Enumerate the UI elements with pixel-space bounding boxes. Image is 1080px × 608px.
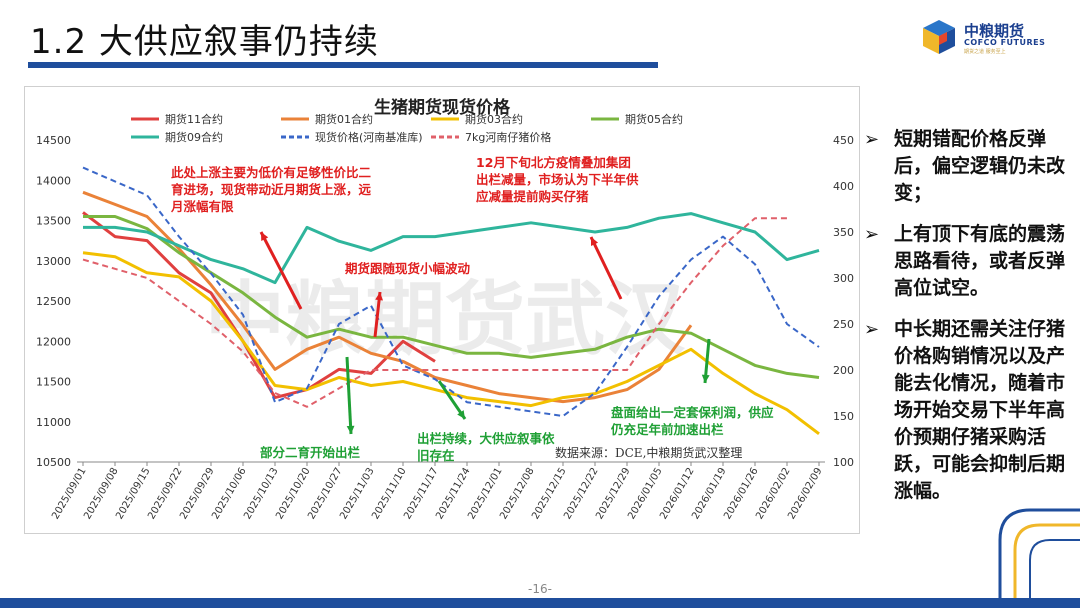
annotation-arrow-icon — [589, 236, 623, 300]
y-right-tick-label: 350 — [833, 226, 854, 239]
chart-series — [82, 166, 820, 435]
legend-entry: 期货03合约 — [465, 112, 523, 126]
annotation-text: 部分二育开始出栏 — [260, 445, 361, 460]
legend-entry: 期货11合约 — [165, 112, 223, 126]
y-left-tick-label: 12000 — [36, 335, 71, 348]
annotation-arrow-icon — [345, 356, 353, 435]
bullet-list: ➢ 短期错配价格反弹后，偏空逻辑仍未改变； ➢ 上有顶下有底的震荡思路看待，或者反弹… — [864, 126, 1074, 519]
chart-container: 中粮期货武汉 生猪期货现货价格 期货11合约 期货01合约 期货03合约 期货05合约… — [24, 86, 860, 534]
y-left-tick-label: 13000 — [36, 255, 71, 268]
corner-decoration — [998, 508, 1080, 600]
y-right-tick-label: 450 — [833, 134, 854, 147]
chart-annotations: 此处上涨主要为低价有足够性价比二育进场，现货带动近月期货上涨，远月涨幅有限 12月… — [170, 155, 774, 463]
y-left-tick-label: 10500 — [36, 456, 71, 469]
y-left-tick-label: 14500 — [36, 134, 71, 147]
logo-text-cn: 中粮期货 — [964, 22, 1025, 40]
legend-entry: 期货05合约 — [625, 112, 683, 126]
annotation-text: 12月下旬北方疫情叠加集团出栏减量，市场认为下半年供应减量提前购买仔猪 — [476, 155, 639, 204]
slide-title: 1.2 大供应叙事仍持续 — [30, 22, 379, 62]
page-number: -16- — [528, 582, 552, 596]
y-right-tick-label: 200 — [833, 364, 854, 377]
watermark: 中粮期货武汉 — [205, 273, 686, 366]
bullet-item: ➢ 上有顶下有底的震荡思路看待，或者反弹高位试空。 — [864, 223, 1066, 299]
title-underline — [28, 62, 658, 68]
y-left-tick-label: 11500 — [36, 376, 71, 389]
bullet-item: ➢ 短期错配价格反弹后，偏空逻辑仍未改变； — [864, 128, 1066, 204]
series-line — [82, 251, 820, 435]
annotation-text: 盘面给出一定套保利润，供应仍充足年前加速出栏 — [610, 405, 774, 437]
series-line — [82, 211, 436, 400]
arrowhead-icon — [457, 410, 465, 419]
y-left-tick-label: 11000 — [36, 416, 71, 429]
bullet-item: ➢ 中长期还需关注仔猪价格购销情况以及产能去化情况，随着市场开始交易下半年高价预期… — [864, 318, 1066, 502]
series-line — [82, 166, 820, 417]
annotation-text: 期货跟随现货小幅波动 — [345, 261, 471, 276]
y-right-tick-label: 100 — [833, 456, 854, 469]
annotation-arrow-icon — [259, 231, 303, 310]
arrowhead-icon — [346, 425, 355, 434]
legend-entry: 现货价格(河南基准库) — [315, 130, 423, 144]
annotation-text: 此处上涨主要为低价有足够性价比二育进场，现货带动近月期货上涨，远月涨幅有限 — [170, 165, 372, 214]
x-tick-label: 2026/02/09 — [786, 466, 824, 521]
legend-entry: 期货01合约 — [315, 112, 373, 126]
company-logo: 中粮期货 COFCO FUTURES 期货之道 服务至上 — [920, 18, 1070, 58]
logo-slogan: 期货之道 服务至上 — [964, 49, 1006, 55]
y-left-tick-label: 12500 — [36, 295, 71, 308]
arrowhead-icon — [261, 232, 269, 241]
y-left-tick-label: 13500 — [36, 215, 71, 228]
legend-entry: 7kg河南仔猪价格 — [465, 130, 551, 144]
cube-logo-icon — [923, 20, 955, 54]
bottom-bar — [0, 598, 1080, 608]
series-line — [83, 212, 820, 285]
series-line — [82, 217, 787, 408]
y-right-tick-label: 300 — [833, 272, 854, 285]
arrow-bullet-icon: ➢ — [864, 129, 880, 150]
arrowhead-icon — [701, 374, 710, 383]
legend-entry: 期货09合约 — [165, 130, 223, 144]
logo-text-en: COFCO FUTURES — [964, 38, 1046, 47]
annotation-text: 出栏持续，大供应叙事依旧存在 — [417, 431, 555, 463]
y-right-tick-label: 250 — [833, 318, 854, 331]
series-line — [83, 215, 820, 379]
arrowhead-icon — [375, 292, 383, 301]
y-right-tick-label: 150 — [833, 410, 854, 423]
arrowhead-icon — [591, 237, 599, 246]
chart-title: 生猪期货现货价格 — [374, 97, 511, 118]
source-note: 数据来源：DCE,中粮期货武汉整理 — [555, 445, 742, 460]
y-right-tick-label: 400 — [833, 180, 854, 193]
arrow-bullet-icon: ➢ — [864, 319, 880, 340]
arrow-bullet-icon: ➢ — [864, 224, 880, 245]
y-left-tick-label: 14000 — [36, 174, 71, 187]
price-chart: 中粮期货武汉 生猪期货现货价格 期货11合约 期货01合约 期货03合约 期货05合约… — [36, 97, 854, 521]
